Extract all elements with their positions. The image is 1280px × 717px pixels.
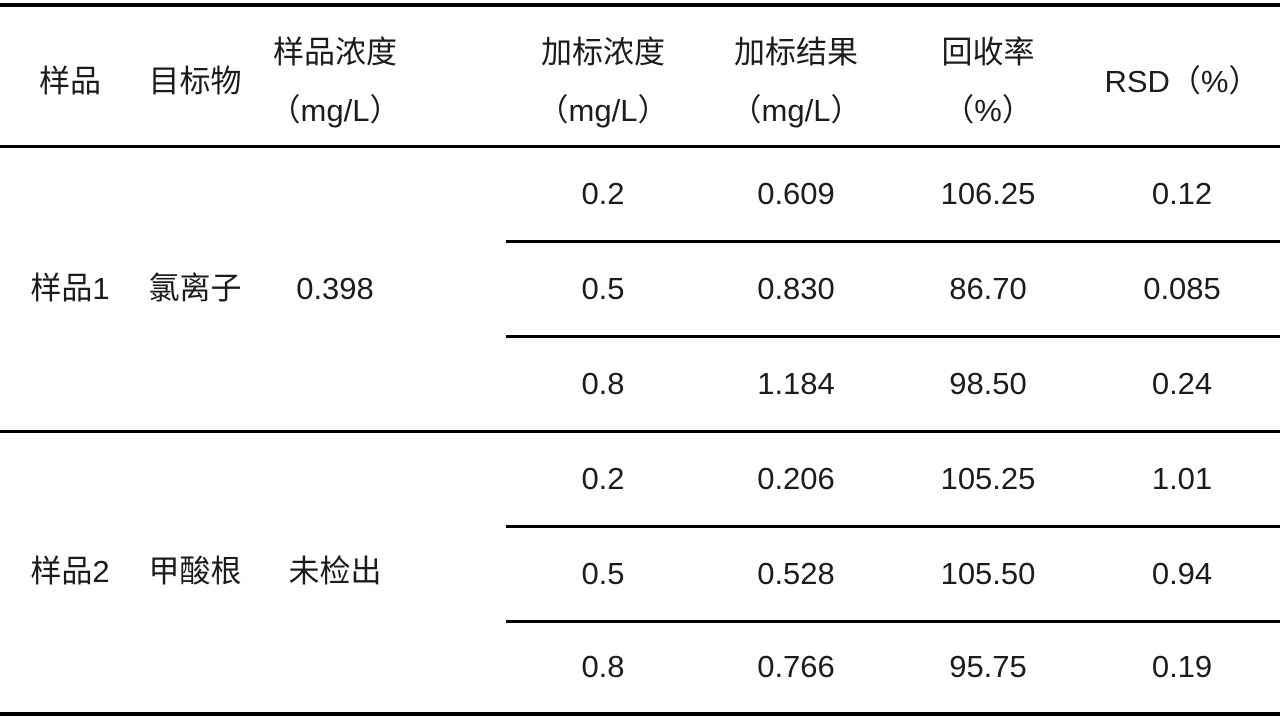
- header-sample: 样品: [0, 5, 140, 148]
- header-spacer: [420, 5, 506, 148]
- cell-sample2-target: 甲酸根: [148, 554, 242, 590]
- cell-sample2-spike1-result: 0.206: [700, 431, 892, 528]
- header-recovery-line2: （%）: [943, 93, 1033, 128]
- cell-sample2-spike1-rsd: 1.01: [1084, 431, 1280, 528]
- sample2-spike-row-1: 样品2 甲酸根 未检出 0.2 0.206 105.25 1.01: [0, 431, 1280, 589]
- cell-sample2-spike2-recovery: 105.50: [892, 526, 1084, 623]
- cell-sample1-spike2-conc: 0.5: [506, 241, 700, 338]
- sample1-spike-row-3: 0.8 1.184 98.50 0.24: [0, 336, 1280, 433]
- cell-sample2-spike3-recovery: 95.75: [949, 649, 1027, 685]
- cell-sample2-spike1-recovery: 105.25: [892, 431, 1084, 528]
- cell-sample1-spike3-conc: 0.8: [506, 336, 700, 433]
- cell-sample2-spike2-result: 0.528: [700, 526, 892, 623]
- header-spike-result: 加标结果 （mg/L）: [700, 5, 892, 148]
- header-spike-result-line1: 加标结果: [734, 35, 858, 70]
- cell-sample2-spike2-rsd: 0.94: [1084, 526, 1280, 623]
- cell-sample1-spike2-result: 0.830: [700, 241, 892, 338]
- cell-sample1-spike2-rsd: 0.085: [1084, 241, 1280, 338]
- cell-sample1-spike3-result: 1.184: [700, 336, 892, 433]
- cell-sample2-spike3-rsd: 0.19: [1151, 649, 1213, 685]
- header-recovery-line1: 回收率: [941, 35, 1035, 70]
- cell-sample2-spike3-result: 0.766: [757, 649, 835, 685]
- header-spike-conc-line2: （mg/L）: [537, 93, 669, 128]
- cell-sample2-name: 样品2: [30, 554, 110, 590]
- cell-sample1-spacer: [420, 146, 506, 433]
- spike-recovery-table: 样品 目标物 样品浓度 （mg/L） 加标浓度 （mg/L） 加标结果 （mg/…: [0, 3, 1280, 716]
- cell-sample2-spacer: [420, 432, 506, 714]
- cell-sample1-spike3-rsd: 0.24: [1084, 336, 1280, 433]
- cell-sample1-target: 氯离子: [140, 146, 250, 433]
- cell-sample2-spike2-conc: 0.5: [506, 526, 700, 623]
- cell-sample1-conc: 0.398: [250, 146, 420, 433]
- cell-sample1-spike1-result: 0.609: [700, 146, 892, 243]
- header-rsd: RSD（%）: [1084, 5, 1280, 148]
- header-rsd-label: RSD（%）: [1104, 64, 1260, 99]
- cell-sample1-spike3-recovery: 98.50: [892, 336, 1084, 433]
- cell-sample2-conc: 未检出: [288, 554, 382, 590]
- cell-sample1-name: 样品1: [0, 146, 140, 433]
- header-spike-conc-line1: 加标浓度: [541, 35, 665, 70]
- header-row: 样品 目标物 样品浓度 （mg/L） 加标浓度 （mg/L） 加标结果 （mg/…: [0, 5, 1280, 148]
- header-sample-label: 样品: [39, 64, 101, 99]
- sample2-spike-row-3: 0.8 0.766 95.75 0.19: [0, 622, 1280, 714]
- cell-sample1-spike1-rsd: 0.12: [1084, 146, 1280, 243]
- cell-sample1-spike2-recovery: 86.70: [892, 241, 1084, 338]
- header-spike-result-line2: （mg/L）: [730, 93, 862, 128]
- sample1-spike-row-2: 0.5 0.830 86.70 0.085: [0, 241, 1280, 338]
- header-spike-conc: 加标浓度 （mg/L）: [506, 5, 700, 148]
- cell-sample2-spike1-conc: 0.2: [506, 431, 700, 528]
- sample2-spike-row-2: 0.5 0.528 105.50 0.94: [0, 526, 1280, 623]
- sample1-spike-row-1: 样品1 氯离子 0.398 0.2 0.609 106.25 0.12: [0, 146, 1280, 433]
- cell-sample1-spike1-recovery: 106.25: [892, 146, 1084, 243]
- header-recovery: 回收率 （%）: [892, 5, 1084, 148]
- header-sample-conc: 样品浓度 （mg/L）: [250, 5, 420, 148]
- header-target: 目标物: [140, 5, 250, 148]
- cell-sample2-spike3-conc: 0.8: [581, 649, 625, 685]
- cell-sample1-spike1-conc: 0.2: [506, 146, 700, 243]
- header-sample-conc-line1: 样品浓度: [273, 35, 397, 70]
- header-sample-conc-line2: （mg/L）: [269, 93, 401, 128]
- header-target-label: 目标物: [148, 64, 242, 99]
